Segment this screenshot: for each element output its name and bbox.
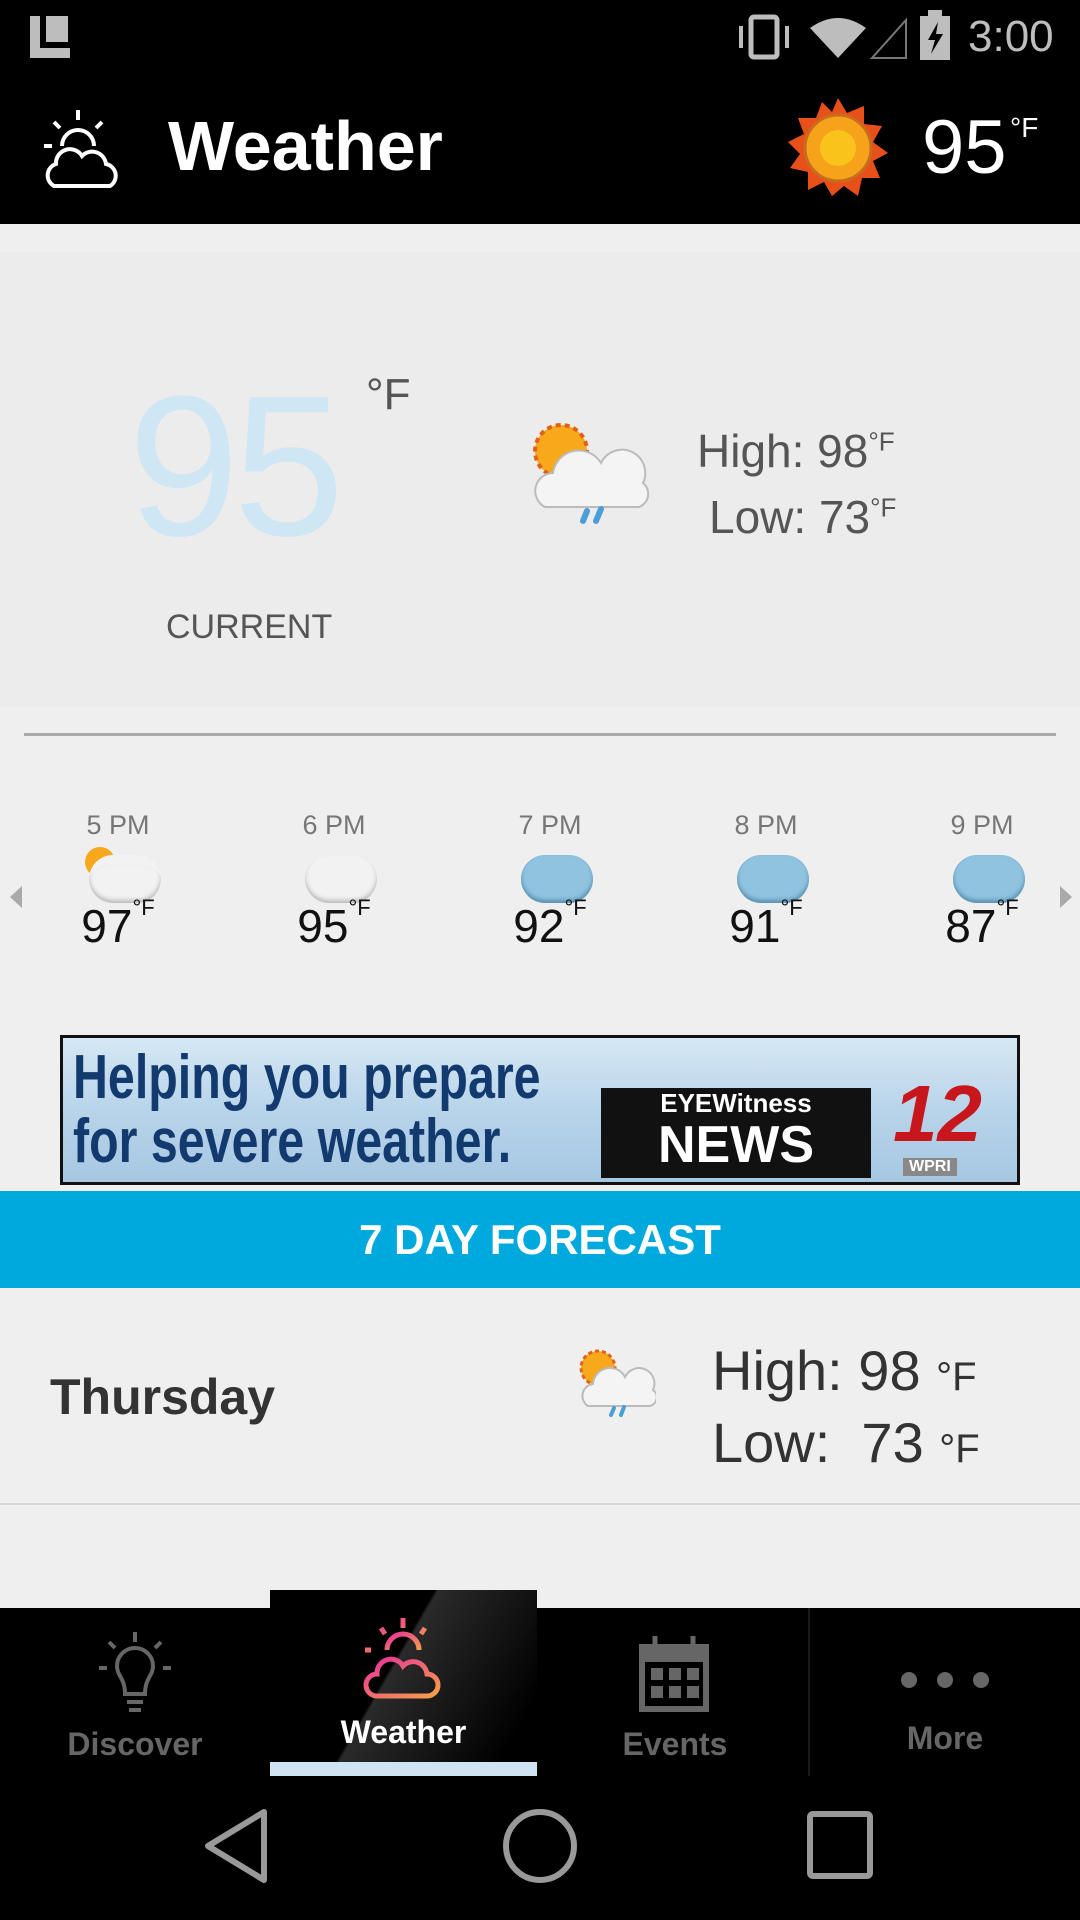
divider xyxy=(24,733,1056,736)
hour-unit: °F xyxy=(780,895,803,920)
partly-sunny-icon xyxy=(305,855,377,903)
tab-label: More xyxy=(906,1720,984,1756)
ad-text: Helping you prepare for severe weather. xyxy=(73,1046,541,1174)
low-unit: °F xyxy=(939,1427,980,1471)
bottom-nav: Discover Weather Events More xyxy=(0,1590,1080,1776)
battery-charging-icon xyxy=(920,10,950,60)
hour-temp: 87°F xyxy=(917,895,1047,953)
hour-time: 7 PM xyxy=(518,810,582,840)
current-low: Low: 73°F xyxy=(709,490,896,544)
hour-item: 7 PM 92°F xyxy=(485,810,615,953)
forecast-header: 7 DAY FORECAST xyxy=(0,1191,1080,1288)
hour-temp-value: 91 xyxy=(729,900,781,952)
hour-temp-value: 95 xyxy=(297,900,349,952)
hour-temp-value: 92 xyxy=(513,900,565,952)
hour-temp-value: 87 xyxy=(945,900,997,952)
scroll-left-icon[interactable] xyxy=(8,884,24,910)
ad-line1: Helping you prepare xyxy=(73,1043,541,1112)
tab-label: Weather xyxy=(340,1714,467,1750)
tab-label: Events xyxy=(622,1726,728,1762)
header-temp: 95 xyxy=(922,105,1007,190)
forecast-temps: High: 98 °F Low: 73 °F xyxy=(712,1338,980,1482)
current-high: High: 98°F xyxy=(697,424,895,478)
high-unit: °F xyxy=(868,426,895,457)
hour-time: 5 PM xyxy=(86,810,150,840)
hour-time: 9 PM xyxy=(950,810,1014,840)
high-value: 98 xyxy=(858,1339,921,1402)
tab-label: Discover xyxy=(67,1726,203,1762)
launcher-icon xyxy=(30,16,70,58)
tab-discover[interactable]: Discover xyxy=(0,1608,270,1776)
hour-item: 8 PM 91°F xyxy=(701,810,831,953)
moon-cloud-icon xyxy=(521,855,593,903)
tab-weather[interactable]: Weather xyxy=(270,1590,537,1776)
forecast-day: Thursday xyxy=(50,1369,276,1425)
hour-temp: 91°F xyxy=(701,895,831,953)
weather-icon xyxy=(363,1618,440,1699)
status-time: 3:00 xyxy=(968,12,1054,61)
ad-banner[interactable]: Helping you prepare for severe weather. E… xyxy=(60,1035,1020,1185)
hour-temp: 92°F xyxy=(485,895,615,953)
back-icon[interactable] xyxy=(200,1806,270,1886)
sun-icon xyxy=(788,98,888,196)
current-conditions: 95 °F CURRENT High: 98°F Low: 73°F xyxy=(0,252,1080,707)
current-temp: 95 xyxy=(128,355,344,578)
low-unit: °F xyxy=(870,492,897,523)
low-label: Low: xyxy=(712,1411,831,1474)
moon-cloud-icon xyxy=(737,855,809,903)
moon-cloud-rain-icon xyxy=(953,855,1025,903)
current-label: CURRENT xyxy=(166,608,333,646)
hour-unit: °F xyxy=(996,895,1019,920)
wifi-icon xyxy=(810,17,907,59)
hour-unit: °F xyxy=(564,895,587,920)
hour-temp: 95°F xyxy=(269,895,399,953)
ad-brand2: NEWS xyxy=(658,1116,814,1174)
lightbulb-icon xyxy=(99,1632,171,1712)
more-dots-icon xyxy=(901,1672,989,1688)
hour-time: 8 PM xyxy=(734,810,798,840)
ad-brand1: EYEWitness xyxy=(660,1088,812,1118)
recents-icon[interactable] xyxy=(806,1810,876,1882)
hour-unit: °F xyxy=(132,895,155,920)
hour-temp-value: 97 xyxy=(81,900,133,952)
scroll-right-icon[interactable] xyxy=(1058,884,1074,910)
low-value: 73 xyxy=(861,1411,924,1474)
current-high-value: High: 98 xyxy=(697,425,869,477)
channel-logo: 12 xyxy=(893,1069,982,1158)
high-label: High: xyxy=(712,1339,843,1402)
current-unit: °F xyxy=(366,370,411,419)
header-unit: °F xyxy=(1010,112,1039,143)
vibrate-icon xyxy=(739,14,789,60)
current-low-value: Low: 73 xyxy=(709,491,871,543)
sun-cloud-rain-icon xyxy=(579,1349,656,1417)
high-unit: °F xyxy=(936,1355,977,1399)
app-header: Weather 95 °F xyxy=(0,76,1080,224)
tab-divider xyxy=(808,1608,810,1776)
hour-time: 6 PM xyxy=(302,810,366,840)
status-bar: 3:00 xyxy=(0,0,1080,76)
system-nav-bar xyxy=(0,1776,1080,1920)
forecast-low: Low: 73 °F xyxy=(712,1410,980,1482)
partly-sunny-icon xyxy=(85,847,161,903)
home-icon[interactable] xyxy=(500,1806,580,1886)
ad-line2: for severe weather. xyxy=(73,1107,512,1176)
tab-more[interactable]: More xyxy=(810,1608,1080,1776)
sun-cloud-rain-icon xyxy=(533,423,650,524)
hour-item: 5 PM 97°F xyxy=(53,810,183,953)
hour-unit: °F xyxy=(348,895,371,920)
hour-item: 9 PM 87°F xyxy=(917,810,1047,953)
app-title: Weather xyxy=(168,107,443,185)
news-logo: EYEWitness NEWS xyxy=(601,1088,871,1178)
forecast-row[interactable]: Thursday High: 98 °F Low: 73 °F xyxy=(0,1290,1080,1505)
tab-events[interactable]: Events xyxy=(540,1608,810,1776)
partly-cloudy-icon xyxy=(44,110,118,188)
hour-item: 6 PM 95°F xyxy=(269,810,399,953)
hour-temp: 97°F xyxy=(53,895,183,953)
forecast-high: High: 98 °F xyxy=(712,1338,980,1410)
call-sign: WPRI xyxy=(903,1158,957,1176)
calendar-icon xyxy=(639,1636,709,1712)
